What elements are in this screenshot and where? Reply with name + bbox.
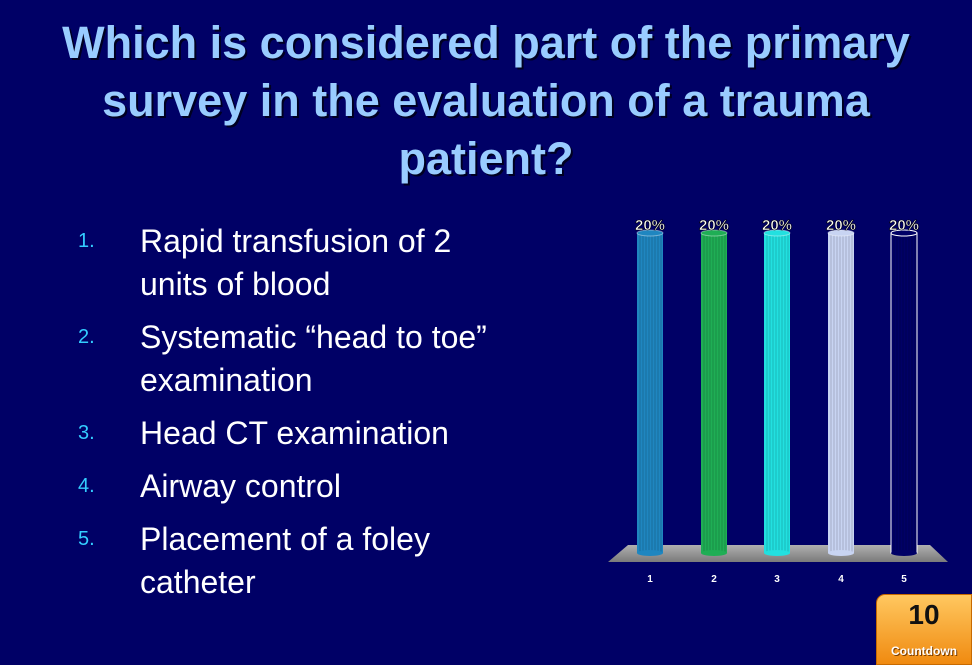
bar-3 [763, 229, 791, 556]
bar-4 [827, 229, 855, 556]
option-number: 5. [78, 528, 95, 550]
category-label-2: 2 [711, 574, 717, 585]
bar-2 [700, 229, 728, 556]
option-text: Airway control [140, 468, 341, 504]
option-1: 1. Rapid transfusion of 2 units of blood [78, 220, 518, 306]
response-bar-chart: 20% 20% 20% 20% 20% 1 2 3 4 5 [608, 217, 948, 585]
option-4: 4. Airway control [78, 465, 518, 508]
countdown-label: Countdown [891, 644, 957, 658]
data-label-2: 20% [699, 217, 729, 234]
option-number: 2. [78, 326, 95, 348]
countdown-timer[interactable]: 10 Countdown [876, 594, 972, 665]
option-text: Rapid transfusion of 2 units of blood [140, 223, 452, 302]
chart-data-labels: 20% 20% 20% 20% 20% [635, 217, 920, 235]
category-label-1: 1 [647, 574, 653, 585]
data-label-1: 20% [635, 217, 665, 234]
option-2: 2. Systematic “head to toe” examination [78, 316, 518, 402]
option-number: 4. [78, 475, 95, 497]
answer-options: 1. Rapid transfusion of 2 units of blood… [78, 220, 518, 614]
category-label-3: 3 [774, 574, 780, 585]
option-3: 3. Head CT examination [78, 412, 518, 455]
category-label-5: 5 [901, 574, 907, 585]
option-5: 5. Placement of a foley catheter [78, 518, 518, 604]
countdown-value: 10 [908, 599, 940, 630]
option-text: Systematic “head to toe” examination [140, 319, 487, 398]
data-label-4: 20% [826, 217, 856, 234]
data-label-3: 20% [762, 217, 792, 234]
question-title: Which is considered part of the primary … [62, 17, 910, 184]
category-label-4: 4 [838, 574, 844, 585]
data-label-5: 20% [889, 217, 919, 234]
option-number: 3. [78, 422, 95, 444]
bar-1 [636, 229, 664, 556]
option-text: Head CT examination [140, 415, 449, 451]
chart-bars [636, 229, 918, 556]
option-text: Placement of a foley catheter [140, 521, 430, 600]
option-number: 1. [78, 230, 95, 252]
bar-5 [890, 229, 918, 556]
chart-category-labels: 1 2 3 4 5 [647, 574, 907, 585]
